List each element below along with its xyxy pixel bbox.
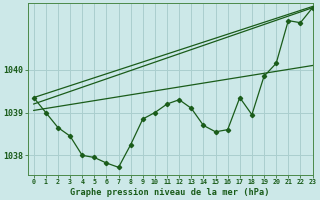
- X-axis label: Graphe pression niveau de la mer (hPa): Graphe pression niveau de la mer (hPa): [70, 188, 270, 197]
